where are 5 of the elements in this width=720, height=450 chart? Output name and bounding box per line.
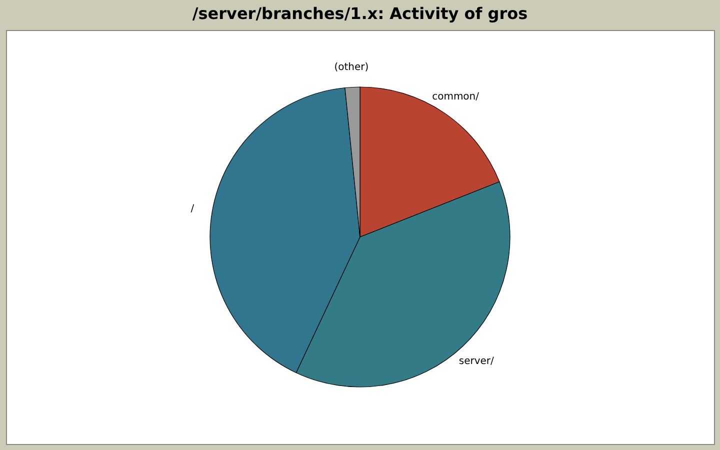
slice-label: / [190, 203, 195, 214]
slice-label: (other) [334, 62, 369, 74]
slice-label: server/ [458, 356, 495, 367]
slice-label: common/ [432, 91, 480, 102]
chart-title: /server/branches/1.x: Activity of gros [192, 4, 528, 23]
